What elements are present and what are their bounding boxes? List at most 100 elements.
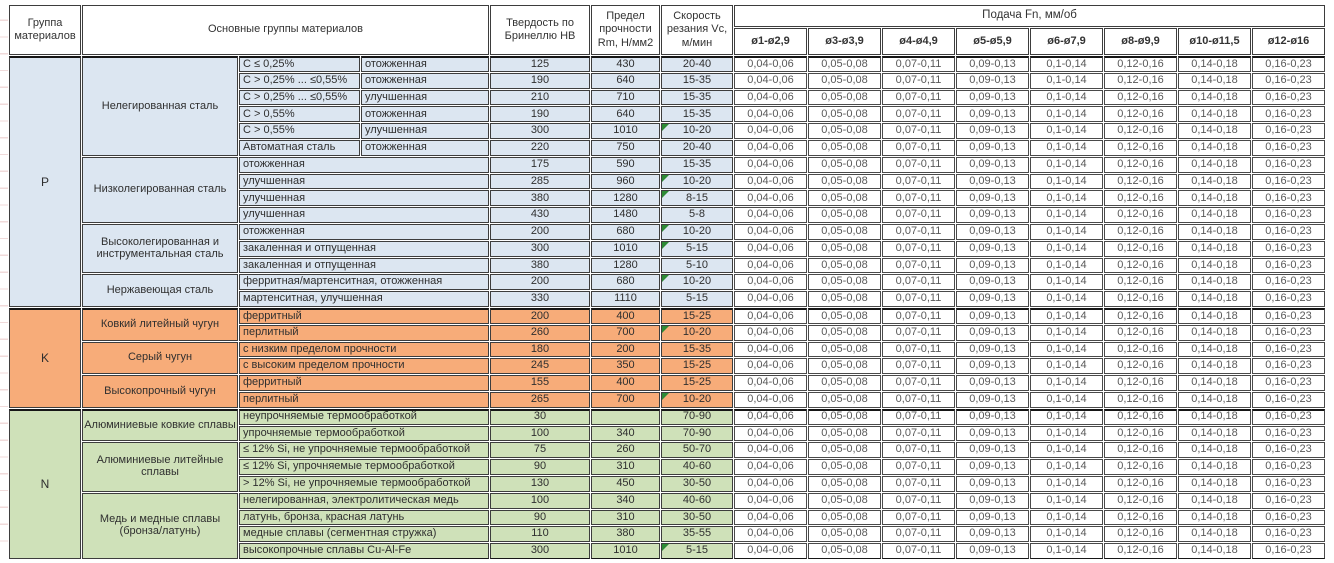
feed-cell: 0,05-0,08 bbox=[808, 391, 881, 408]
feed-cell: 0,09-0,13 bbox=[956, 240, 1029, 257]
feed-cell: 0,07-0,11 bbox=[882, 526, 955, 543]
feed-cell: 0,12-0,16 bbox=[1104, 240, 1177, 257]
feed-cell: 0,05-0,08 bbox=[808, 375, 881, 391]
feed-cell: 0,16-0,23 bbox=[1252, 240, 1325, 257]
hardness-cell: 180 bbox=[490, 341, 590, 358]
feed-cell: 0,05-0,08 bbox=[808, 509, 881, 526]
feed-cell: 0,05-0,08 bbox=[808, 425, 881, 442]
family-name-cell: Высоколегированная и инструментальная ст… bbox=[82, 223, 238, 274]
feed-cell: 0,04-0,06 bbox=[734, 291, 807, 307]
speed-cell: 30-50 bbox=[661, 509, 733, 526]
feed-cell: 0,09-0,13 bbox=[956, 291, 1029, 307]
feed-cell: 0,16-0,23 bbox=[1252, 274, 1325, 291]
feed-cell: 0,09-0,13 bbox=[956, 223, 1029, 240]
feed-cell: 0,1-0,14 bbox=[1030, 492, 1103, 509]
hardness-cell: 430 bbox=[490, 207, 590, 223]
feed-cell: 0,07-0,11 bbox=[882, 475, 955, 492]
feed-cell: 0,1-0,14 bbox=[1030, 274, 1103, 291]
feed-cell: 0,1-0,14 bbox=[1030, 190, 1103, 207]
feed-cell: 0,14-0,18 bbox=[1178, 274, 1251, 291]
feed-cell: 0,04-0,06 bbox=[734, 408, 807, 425]
feed-cell: 0,09-0,13 bbox=[956, 72, 1029, 89]
spec-cell: > 12% Si, не упрочняемые термообработкой bbox=[239, 475, 489, 492]
feed-cell: 0,1-0,14 bbox=[1030, 375, 1103, 391]
feed-cell: 0,07-0,11 bbox=[882, 89, 955, 106]
feed-cell: 0,09-0,13 bbox=[956, 207, 1029, 223]
feed-cell: 0,12-0,16 bbox=[1104, 156, 1177, 173]
feed-cell: 0,05-0,08 bbox=[808, 492, 881, 509]
strength-cell: 1010 bbox=[591, 123, 660, 139]
hardness-cell: 190 bbox=[490, 106, 590, 123]
hardness-cell: 190 bbox=[490, 72, 590, 89]
speed-cell: 15-25 bbox=[661, 375, 733, 391]
feed-cell: 0,05-0,08 bbox=[808, 190, 881, 207]
feed-cell: 0,12-0,16 bbox=[1104, 190, 1177, 207]
feed-cell: 0,14-0,18 bbox=[1178, 543, 1251, 559]
feed-cell: 0,05-0,08 bbox=[808, 89, 881, 106]
feed-cell: 0,09-0,13 bbox=[956, 307, 1029, 324]
spec-cell: C > 0,55% bbox=[239, 123, 360, 139]
feed-cell: 0,16-0,23 bbox=[1252, 173, 1325, 190]
feed-cell: 0,12-0,16 bbox=[1104, 408, 1177, 425]
sheet-margin-gridlines bbox=[0, 4, 8, 556]
feed-cell: 0,14-0,18 bbox=[1178, 391, 1251, 408]
green-triangle-marker-icon bbox=[662, 392, 669, 400]
feed-cell: 0,05-0,08 bbox=[808, 207, 881, 223]
hardness-cell: 380 bbox=[490, 190, 590, 207]
feed-cell: 0,04-0,06 bbox=[734, 442, 807, 459]
hardness-cell: 200 bbox=[490, 274, 590, 291]
feed-cell: 0,1-0,14 bbox=[1030, 89, 1103, 106]
feed-cell: 0,14-0,18 bbox=[1178, 190, 1251, 207]
feed-cell: 0,05-0,08 bbox=[808, 240, 881, 257]
feed-cell: 0,12-0,16 bbox=[1104, 492, 1177, 509]
speed-cell: 70-90 bbox=[661, 425, 733, 442]
feed-cell: 0,16-0,23 bbox=[1252, 324, 1325, 341]
spec-cell: C > 0,25% ... ≤0,55% bbox=[239, 72, 360, 89]
speed-cell: 10-20 bbox=[661, 391, 733, 408]
feed-cell: 0,04-0,06 bbox=[734, 56, 807, 72]
header-material-group: Группа материалов bbox=[9, 5, 81, 55]
spec-cell: закаленная и отпущенная bbox=[239, 240, 489, 257]
feed-cell: 0,12-0,16 bbox=[1104, 106, 1177, 123]
feed-cell: 0,09-0,13 bbox=[956, 543, 1029, 559]
feed-cell: 0,16-0,23 bbox=[1252, 475, 1325, 492]
feed-cell: 0,16-0,23 bbox=[1252, 509, 1325, 526]
feed-cell: 0,07-0,11 bbox=[882, 223, 955, 240]
header-dia-4-4.9: ø4-ø4,9 bbox=[882, 28, 955, 55]
feed-cell: 0,16-0,23 bbox=[1252, 408, 1325, 425]
feed-cell: 0,14-0,18 bbox=[1178, 375, 1251, 391]
family-name-cell: Алюминиевые ковкие сплавы bbox=[82, 408, 238, 442]
feed-cell: 0,16-0,23 bbox=[1252, 442, 1325, 459]
spec-cell: ферритный bbox=[239, 307, 489, 324]
group-letter-cell: K bbox=[9, 307, 81, 408]
feed-cell: 0,12-0,16 bbox=[1104, 123, 1177, 139]
feed-cell: 0,16-0,23 bbox=[1252, 358, 1325, 375]
hardness-cell: 300 bbox=[490, 123, 590, 139]
feed-cell: 0,09-0,13 bbox=[956, 156, 1029, 173]
feed-cell: 0,14-0,18 bbox=[1178, 459, 1251, 475]
spec-cell: с высоким пределом прочности bbox=[239, 358, 489, 375]
feed-cell: 0,16-0,23 bbox=[1252, 543, 1325, 559]
feed-cell: 0,16-0,23 bbox=[1252, 223, 1325, 240]
family-name-cell: Алюминиевые литейные сплавы bbox=[82, 442, 238, 492]
feed-cell: 0,1-0,14 bbox=[1030, 123, 1103, 139]
speed-cell: 50-70 bbox=[661, 442, 733, 459]
feed-cell: 0,05-0,08 bbox=[808, 56, 881, 72]
feed-cell: 0,14-0,18 bbox=[1178, 475, 1251, 492]
feed-cell: 0,09-0,13 bbox=[956, 89, 1029, 106]
feed-cell: 0,09-0,13 bbox=[956, 123, 1029, 139]
hardness-cell: 155 bbox=[490, 375, 590, 391]
feed-cell: 0,16-0,23 bbox=[1252, 492, 1325, 509]
feed-cell: 0,07-0,11 bbox=[882, 156, 955, 173]
feed-cell: 0,07-0,11 bbox=[882, 442, 955, 459]
strength-cell: 200 bbox=[591, 341, 660, 358]
feed-cell: 0,16-0,23 bbox=[1252, 391, 1325, 408]
feed-cell: 0,12-0,16 bbox=[1104, 391, 1177, 408]
feed-cell: 0,1-0,14 bbox=[1030, 324, 1103, 341]
feed-cell: 0,12-0,16 bbox=[1104, 257, 1177, 274]
speed-cell: 20-40 bbox=[661, 56, 733, 72]
feed-cell: 0,07-0,11 bbox=[882, 543, 955, 559]
green-triangle-marker-icon bbox=[662, 275, 669, 283]
feed-cell: 0,1-0,14 bbox=[1030, 223, 1103, 240]
spec-cell: Автоматная сталь bbox=[239, 139, 360, 156]
